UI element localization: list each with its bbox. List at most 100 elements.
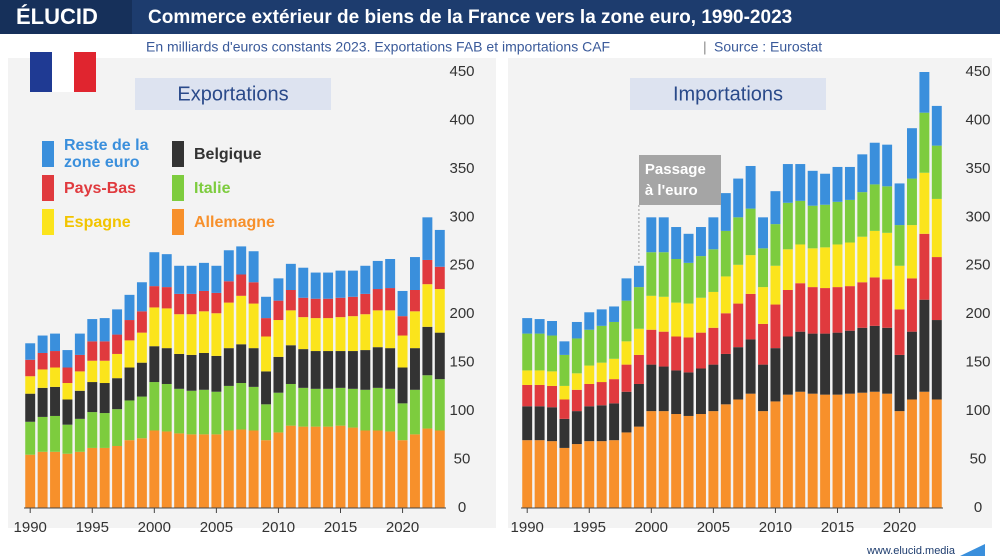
- x-tick-label: 2020: [386, 519, 419, 536]
- y-tick-label: 400: [449, 111, 474, 128]
- bar-segment: [136, 282, 147, 312]
- bar-segment: [261, 318, 271, 337]
- bar-segment: [434, 430, 445, 508]
- bar-segment: [596, 325, 607, 363]
- subtitle: En milliards d'euros constants 2023. Exp…: [146, 39, 610, 55]
- bar-segment: [571, 373, 582, 390]
- bar-segment: [99, 383, 110, 414]
- bar-segment: [199, 434, 209, 508]
- bar-segment: [596, 405, 607, 442]
- bar-segment: [696, 297, 706, 333]
- bar-segment: [919, 112, 930, 173]
- bar-segment: [522, 406, 533, 441]
- bar-segment: [571, 444, 582, 508]
- bar-segment: [285, 263, 296, 290]
- bar-segment: [74, 354, 85, 372]
- bar-segment: [298, 297, 309, 318]
- bar-segment: [696, 414, 706, 508]
- bar-segment: [857, 154, 868, 193]
- bar-segment: [422, 375, 433, 429]
- bar-segment: [174, 388, 185, 434]
- bar-segment: [124, 400, 135, 441]
- bar-segment: [720, 404, 731, 508]
- bar-segment: [149, 307, 160, 347]
- bar-segment: [310, 298, 321, 319]
- bar-segment: [931, 198, 942, 258]
- bar-segment: [907, 128, 917, 179]
- bar-segment: [633, 265, 644, 288]
- bar-segment: [186, 314, 197, 355]
- bar-segment: [596, 441, 607, 508]
- y-tick-label: 400: [965, 111, 990, 128]
- bar-segment: [50, 351, 60, 368]
- bar-segment: [671, 258, 682, 303]
- bar-segment: [422, 284, 433, 327]
- bar-segment: [782, 336, 793, 395]
- bar-segment: [807, 205, 818, 249]
- bar-segment: [87, 360, 98, 383]
- bar-segment: [87, 382, 98, 413]
- bar-segment: [223, 302, 234, 349]
- bar-segment: [323, 388, 334, 427]
- x-tick-label: 2000: [635, 519, 668, 536]
- y-tick-label: 50: [454, 451, 471, 468]
- bar-segment: [931, 105, 942, 146]
- bar-segment: [323, 272, 334, 299]
- bar-segment: [671, 370, 682, 415]
- bar-segment: [745, 165, 756, 209]
- bar-segment: [621, 341, 632, 365]
- legend-label: Espagne: [64, 214, 131, 231]
- y-tick-label: 200: [449, 305, 474, 322]
- bar-segment: [211, 391, 222, 435]
- bar-segment: [820, 394, 831, 508]
- bar-segment: [522, 370, 533, 385]
- bar-segment: [596, 362, 607, 383]
- bar-segment: [559, 447, 570, 508]
- bar-segment: [795, 331, 806, 392]
- legend-swatch: [42, 209, 54, 235]
- bar-segment: [708, 249, 719, 292]
- x-tick-label: 2005: [200, 519, 233, 536]
- bar-segment: [149, 382, 160, 431]
- bar-segment: [720, 193, 731, 231]
- bar-segment: [347, 427, 358, 508]
- bar-segment: [174, 314, 185, 354]
- y-tick-label: 300: [449, 208, 474, 225]
- bar-segment: [37, 335, 48, 353]
- bar-segment: [832, 332, 843, 395]
- bar-segment: [609, 321, 620, 359]
- bar-segment: [758, 248, 768, 288]
- bar-segment: [62, 453, 73, 508]
- x-tick-label: 2015: [324, 519, 357, 536]
- bar-segment: [261, 440, 271, 508]
- bar-segment: [795, 391, 806, 508]
- bar-segment: [882, 393, 893, 508]
- bar-segment: [807, 170, 818, 206]
- bar-segment: [633, 426, 644, 508]
- bar-segment: [621, 364, 632, 392]
- bar-segment: [621, 278, 632, 301]
- bar-segment: [74, 371, 85, 391]
- bar-segment: [434, 332, 445, 380]
- y-tick-label: 150: [449, 354, 474, 371]
- bar-segment: [621, 300, 632, 342]
- bar-segment: [820, 288, 831, 334]
- bar-segment: [696, 227, 706, 257]
- bar-segment: [211, 313, 222, 356]
- bar-segment: [857, 282, 868, 328]
- bar-segment: [62, 383, 73, 400]
- bar-segment: [522, 333, 533, 371]
- bar-segment: [882, 279, 893, 328]
- bar-segment: [273, 356, 284, 393]
- bar-segment: [820, 173, 831, 205]
- bar-segment: [770, 401, 781, 508]
- bar-segment: [844, 330, 855, 394]
- bar-segment: [434, 289, 445, 333]
- bar-segment: [410, 257, 420, 290]
- bar-segment: [844, 393, 855, 508]
- bar-segment: [745, 293, 756, 340]
- bar-segment: [547, 335, 557, 372]
- bar-segment: [186, 390, 197, 435]
- bar-segment: [248, 282, 259, 304]
